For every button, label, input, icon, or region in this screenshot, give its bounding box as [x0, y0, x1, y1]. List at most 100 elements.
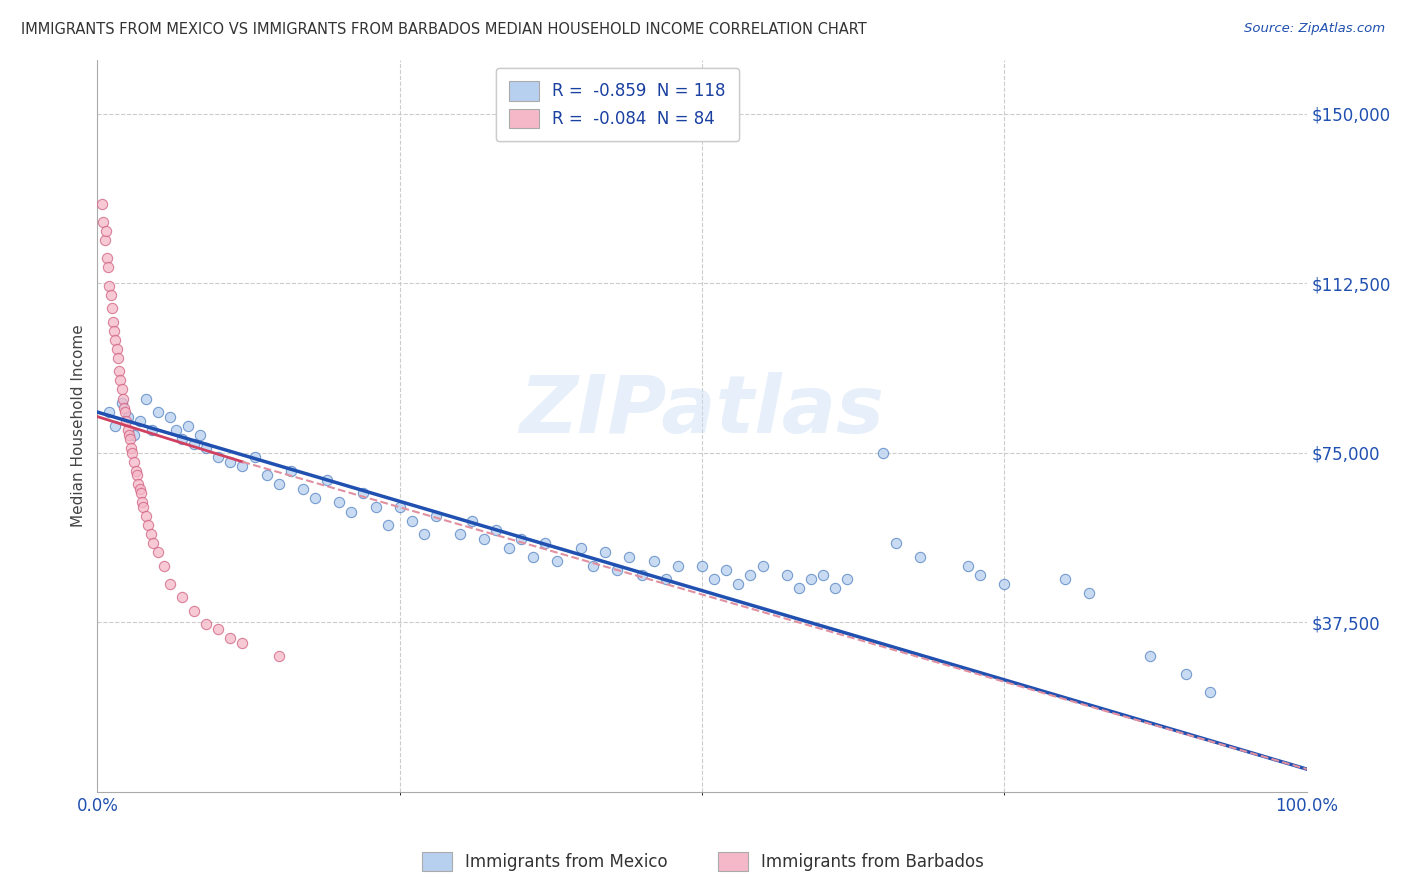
Point: [449, 527, 471, 541]
Point: [231, 459, 253, 474]
Point: [127, 477, 149, 491]
Point: [111, 392, 134, 406]
Point: [146, 545, 169, 559]
Point: [569, 541, 592, 555]
Point: [316, 473, 339, 487]
Point: [159, 577, 181, 591]
Point: [118, 432, 141, 446]
Point: [412, 527, 434, 541]
Point: [96, 252, 118, 266]
Legend: R =  -0.859  N = 118, R =  -0.084  N = 84: R = -0.859 N = 118, R = -0.084 N = 84: [496, 68, 740, 142]
Point: [195, 617, 218, 632]
Point: [787, 582, 810, 596]
Point: [131, 495, 153, 509]
Point: [388, 500, 411, 514]
Point: [509, 532, 531, 546]
Point: [127, 468, 149, 483]
Point: [800, 572, 823, 586]
Point: [101, 301, 124, 315]
Point: [267, 649, 290, 664]
Point: [751, 558, 773, 573]
Point: [340, 504, 363, 518]
Point: [425, 509, 447, 524]
Point: [110, 374, 132, 388]
Point: [837, 572, 859, 586]
Point: [619, 549, 641, 564]
Point: [108, 364, 131, 378]
Point: [280, 464, 302, 478]
Point: [1053, 572, 1076, 586]
Point: [129, 486, 152, 500]
Point: [740, 567, 762, 582]
Point: [595, 545, 617, 559]
Point: [1139, 649, 1161, 664]
Point: [141, 423, 163, 437]
Point: [498, 541, 520, 555]
Point: [243, 450, 266, 465]
Point: [219, 631, 242, 645]
Point: [776, 567, 799, 582]
Point: [121, 446, 143, 460]
Point: [136, 518, 159, 533]
Point: [1174, 667, 1197, 681]
Point: [117, 423, 139, 437]
Point: [122, 427, 145, 442]
Text: Source: ZipAtlas.com: Source: ZipAtlas.com: [1244, 22, 1385, 36]
Point: [485, 523, 508, 537]
Point: [522, 549, 544, 564]
Point: [165, 423, 187, 437]
Point: [135, 392, 157, 406]
Point: [908, 549, 931, 564]
Point: [1199, 685, 1222, 699]
Point: [170, 432, 193, 446]
Point: [128, 414, 150, 428]
Point: [957, 558, 980, 573]
Point: [534, 536, 557, 550]
Point: [582, 558, 605, 573]
Point: [703, 572, 725, 586]
Point: [128, 482, 150, 496]
Point: [328, 495, 350, 509]
Point: [655, 572, 678, 586]
Text: IMMIGRANTS FROM MEXICO VS IMMIGRANTS FROM BARBADOS MEDIAN HOUSEHOLD INCOME CORRE: IMMIGRANTS FROM MEXICO VS IMMIGRANTS FRO…: [21, 22, 868, 37]
Point: [231, 635, 253, 649]
Point: [159, 409, 181, 424]
Point: [115, 414, 138, 428]
Point: [606, 563, 628, 577]
Point: [146, 405, 169, 419]
Legend: Immigrants from Mexico, Immigrants from Barbados: Immigrants from Mexico, Immigrants from …: [413, 843, 993, 880]
Point: [1078, 586, 1101, 600]
Point: [101, 315, 124, 329]
Text: ZIPatlas: ZIPatlas: [520, 372, 884, 450]
Point: [98, 405, 121, 419]
Point: [267, 477, 290, 491]
Point: [91, 197, 114, 211]
Point: [716, 563, 738, 577]
Point: [112, 401, 135, 415]
Point: [142, 536, 165, 550]
Point: [132, 500, 155, 514]
Point: [117, 409, 139, 424]
Point: [135, 509, 157, 524]
Point: [122, 455, 145, 469]
Point: [472, 532, 495, 546]
Point: [104, 333, 127, 347]
Point: [630, 567, 652, 582]
Point: [207, 622, 229, 636]
Point: [120, 442, 142, 456]
Y-axis label: Median Household Income: Median Household Income: [72, 325, 86, 527]
Point: [107, 351, 129, 365]
Point: [884, 536, 907, 550]
Point: [666, 558, 689, 573]
Point: [690, 558, 713, 573]
Point: [93, 215, 115, 229]
Point: [98, 278, 121, 293]
Point: [969, 567, 991, 582]
Point: [993, 577, 1015, 591]
Point: [103, 324, 125, 338]
Point: [104, 418, 127, 433]
Point: [183, 604, 205, 618]
Point: [188, 427, 211, 442]
Point: [727, 577, 749, 591]
Point: [872, 446, 894, 460]
